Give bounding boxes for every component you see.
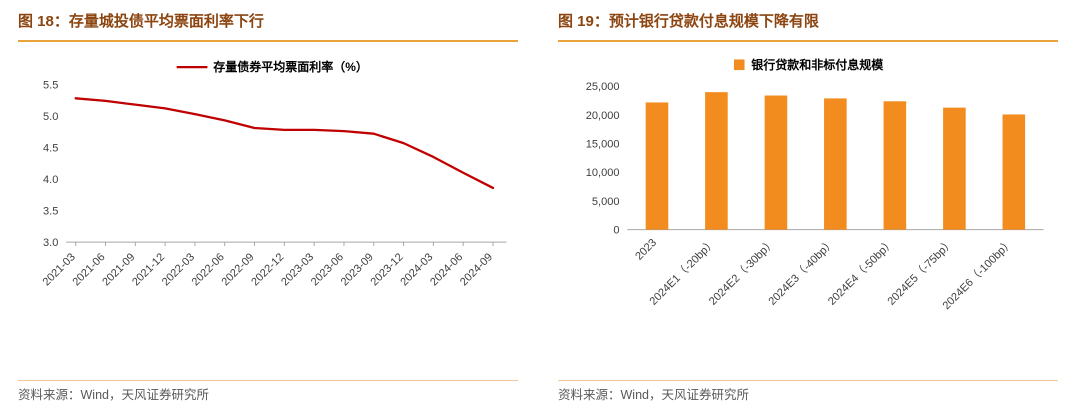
- svg-text:2024E3（-40bp）: 2024E3（-40bp）: [766, 236, 838, 308]
- svg-text:25,000: 25,000: [586, 81, 620, 93]
- svg-text:2024E1（-20bp）: 2024E1（-20bp）: [647, 236, 719, 308]
- figure-19-chart-area: 银行贷款和非标付息规模 25,000 20,000 15,000 10,000 5,000…: [558, 42, 1058, 380]
- svg-text:2024E5（-75bp）: 2024E5（-75bp）: [885, 236, 957, 308]
- svg-text:存量债券平均票面利率（%）: 存量债券平均票面利率（%）: [212, 59, 368, 74]
- svg-text:0: 0: [613, 225, 619, 237]
- svg-text:20,000: 20,000: [586, 110, 620, 122]
- svg-text:银行贷款和非标付息规模: 银行贷款和非标付息规模: [751, 57, 884, 72]
- bar-chart-bank-loan-interest-scale: 银行贷款和非标付息规模 25,000 20,000 15,000 10,000 5,000…: [586, 57, 1044, 312]
- figure-19-panel: 图 19：预计银行贷款付息规模下降有限 银行贷款和非标付息规模 25,000 20,…: [540, 0, 1080, 411]
- svg-text:2024E2（-30bp）: 2024E2（-30bp）: [706, 236, 778, 308]
- svg-text:4.5: 4.5: [43, 142, 58, 154]
- svg-text:2024-09: 2024-09: [458, 251, 495, 288]
- figure-18-source-rule: [18, 380, 518, 381]
- svg-text:15,000: 15,000: [586, 139, 620, 151]
- figure-18-title: 图 18：存量城投债平均票面利率下行: [18, 13, 264, 30]
- svg-text:2024E4（-50bp）: 2024E4（-50bp）: [825, 236, 897, 308]
- figure-19-title: 图 19：预计银行贷款付息规模下降有限: [558, 13, 819, 30]
- svg-text:5.5: 5.5: [43, 79, 58, 91]
- svg-text:4.0: 4.0: [43, 174, 58, 186]
- figure-18-panel: 图 18：存量城投债平均票面利率下行 存量债券平均票面利率（%） 5.5 5.0 4.…: [18, 13, 518, 402]
- svg-text:3.5: 3.5: [43, 205, 58, 217]
- svg-text:2023: 2023: [633, 237, 659, 263]
- figure-18-title-rule: [18, 40, 518, 42]
- svg-text:5.0: 5.0: [43, 111, 58, 123]
- line-chart-average-coupon-rate: 存量债券平均票面利率（%）5.55.04.54.03.53.02021-0320…: [41, 59, 507, 288]
- svg-text:10,000: 10,000: [586, 167, 620, 179]
- figure-19-source: 资料来源：Wind，天风证券研究所: [558, 388, 749, 402]
- svg-text:3.0: 3.0: [43, 237, 58, 249]
- figure-19-title-rule: [558, 40, 1058, 42]
- figure-18-source: 资料来源：Wind，天风证券研究所: [18, 388, 209, 402]
- figure-18-chart-area: 存量债券平均票面利率（%） 5.5 5.0 4.5 4.0 3.5 3.0 2021-03 20…: [18, 42, 518, 380]
- figure-19-source-rule: [558, 380, 1058, 381]
- svg-text:5,000: 5,000: [592, 196, 620, 208]
